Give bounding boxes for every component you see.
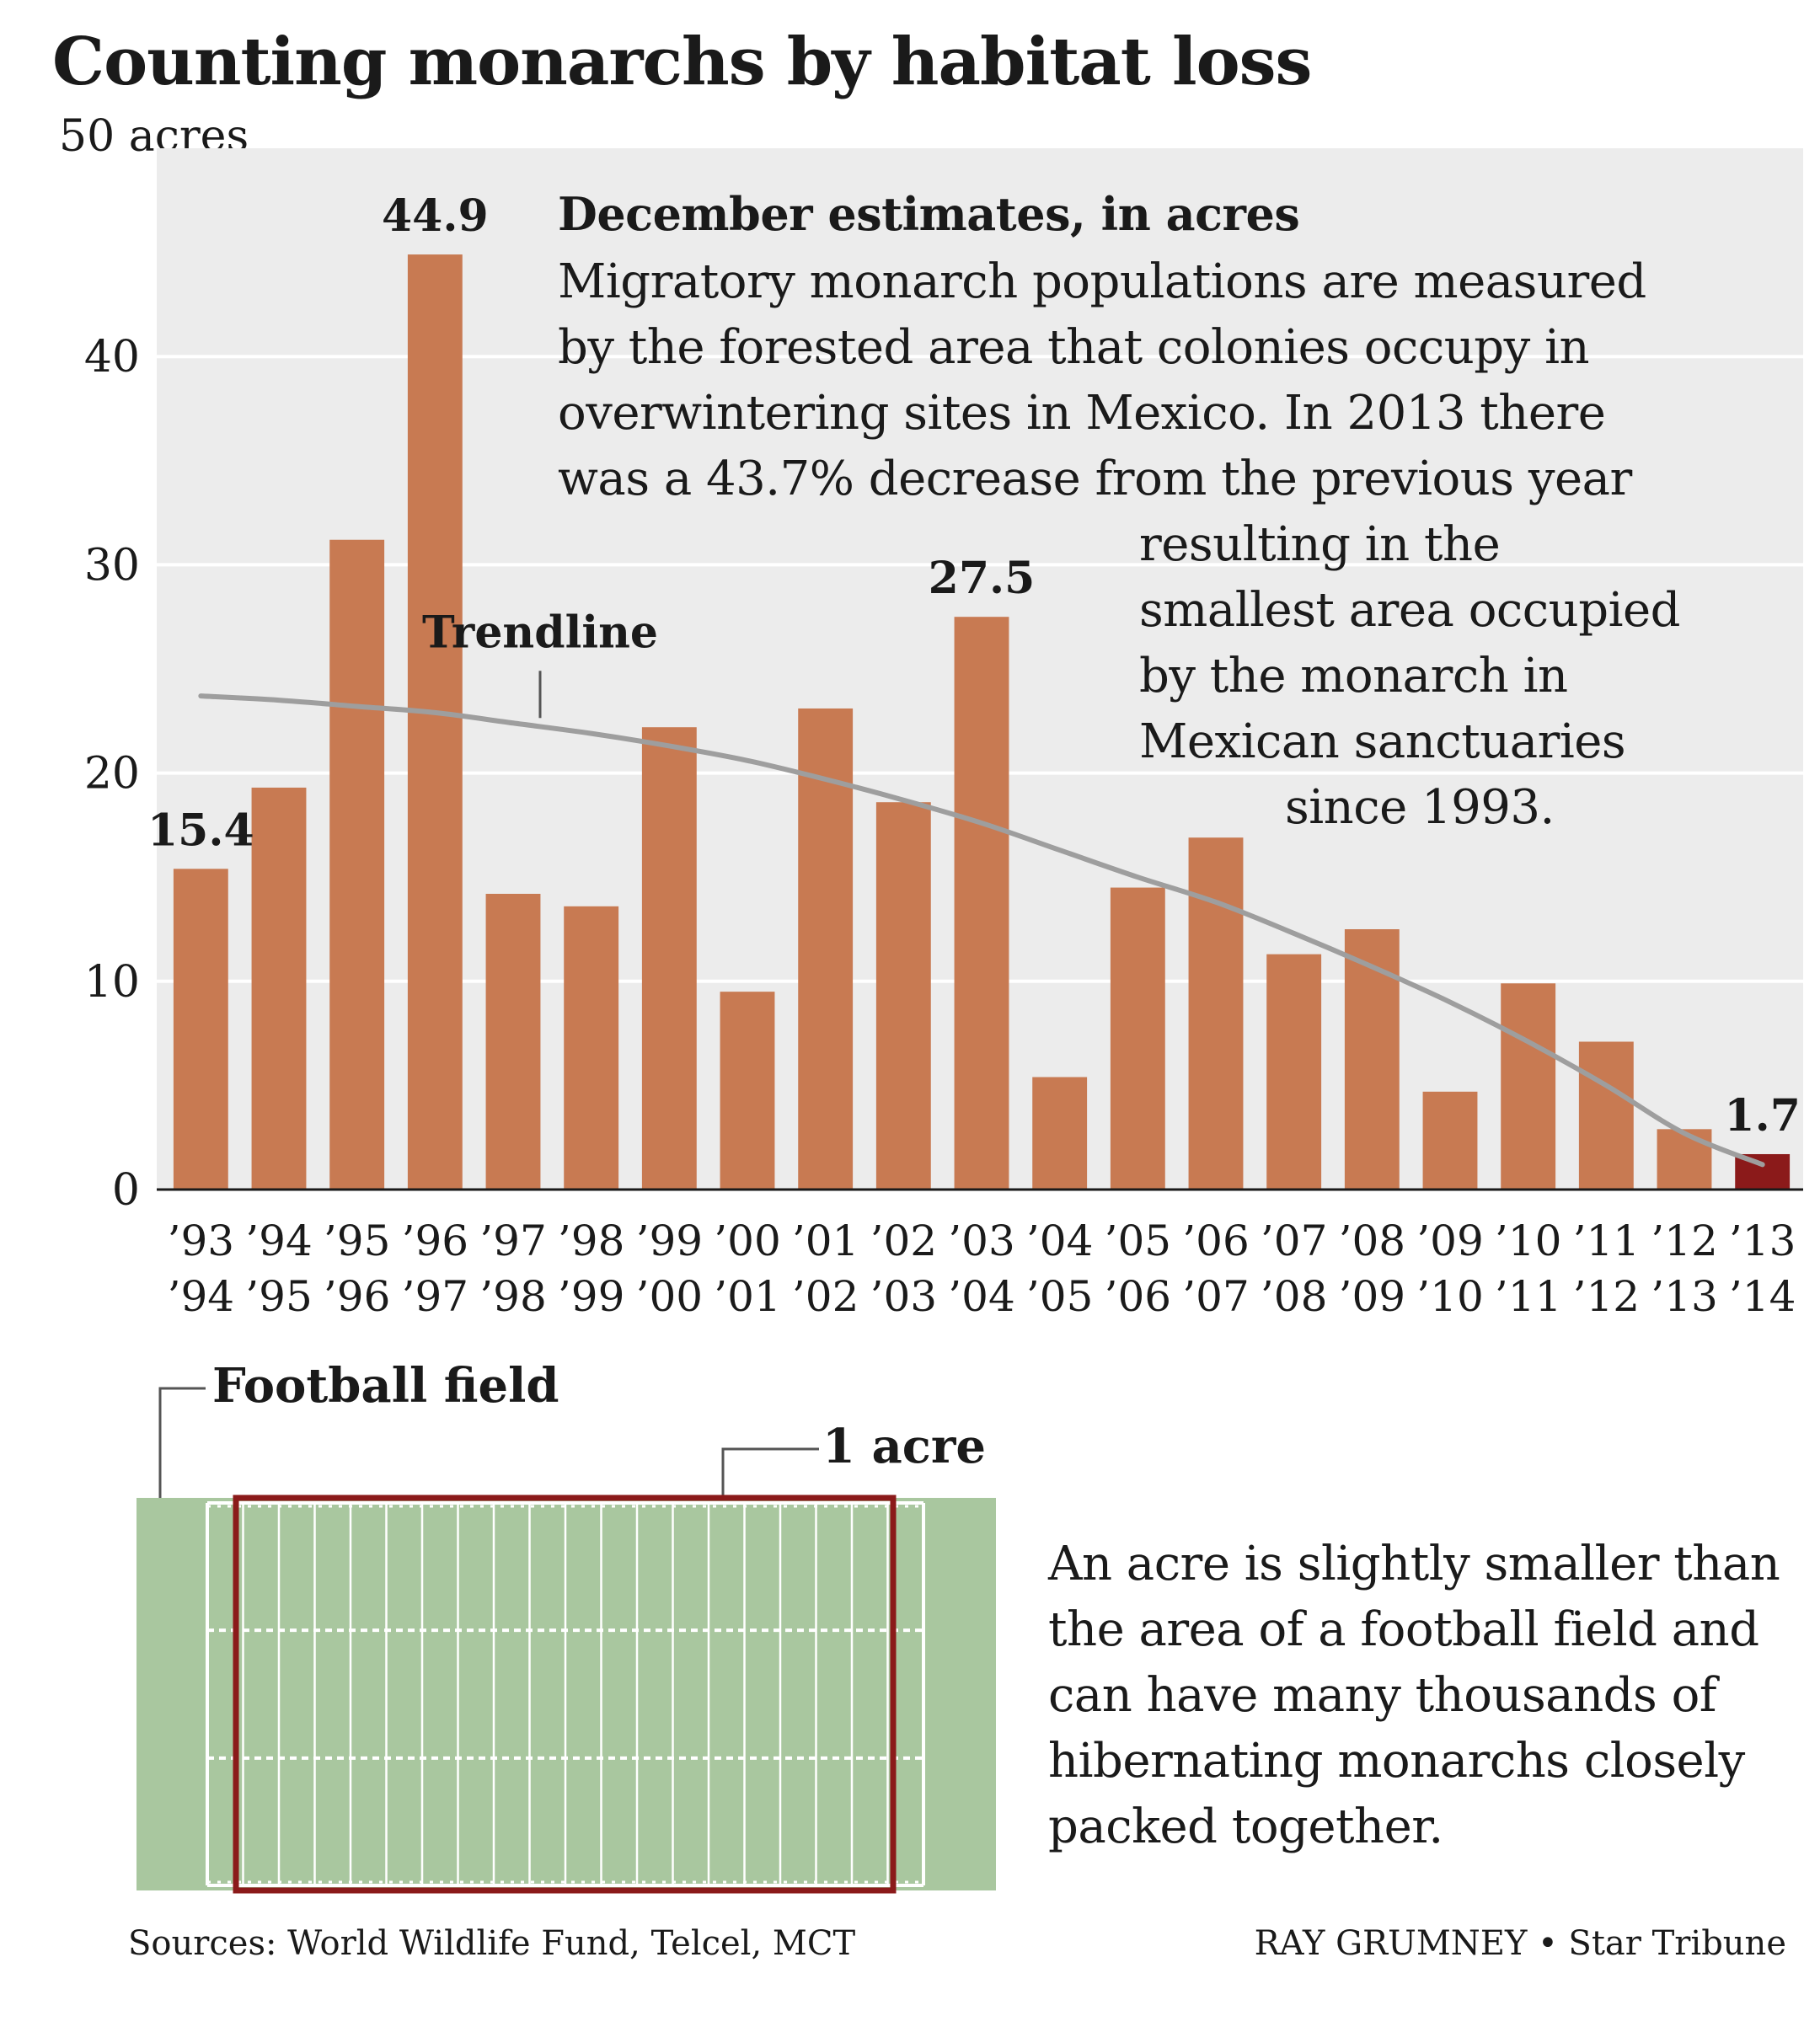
- data-label-0: 15.4: [147, 805, 254, 856]
- x-tick-label-top: ’04: [1026, 1217, 1094, 1265]
- x-tick-label-bottom: ’07: [1182, 1272, 1250, 1321]
- x-tick-label-top: ’07: [1261, 1217, 1328, 1265]
- data-labels: 15.4 44.9 27.5 1.7: [147, 190, 1801, 1142]
- sources-credit: Sources: World Wildlife Fund, Telcel, MC…: [128, 1924, 856, 1963]
- x-tick-label-bottom: ’01: [714, 1272, 781, 1321]
- bar-5: [564, 906, 619, 1190]
- x-tick-label-bottom: ’05: [1026, 1272, 1094, 1321]
- x-tick-label-top: ’93: [168, 1217, 235, 1265]
- trendline-label: Trendline: [422, 607, 658, 658]
- bar-12: [1110, 887, 1165, 1190]
- x-tick-label-bottom: ’08: [1261, 1272, 1328, 1321]
- bar-17: [1501, 983, 1556, 1190]
- x-tick-label-bottom: ’96: [324, 1272, 391, 1321]
- acre-label: 1 acre: [822, 1419, 986, 1474]
- x-axis-ticks: ’93’94’94’95’95’96’96’97’97’98’98’99’99’…: [168, 1217, 1796, 1321]
- x-tick-label-bottom: ’98: [479, 1272, 547, 1321]
- x-tick-label-bottom: ’11: [1495, 1272, 1562, 1321]
- bar-13: [1188, 837, 1244, 1190]
- x-tick-label-bottom: ’03: [870, 1272, 938, 1321]
- y-tick-label: 10: [84, 957, 140, 1008]
- bar-1: [251, 787, 307, 1190]
- bar-9: [875, 802, 931, 1190]
- x-tick-label-top: ’12: [1651, 1217, 1718, 1265]
- x-tick-label-top: ’13: [1729, 1217, 1796, 1265]
- x-tick-label-bottom: ’12: [1573, 1272, 1641, 1321]
- bar-8: [798, 708, 854, 1190]
- author-credit: RAY GRUMNEY • Star Tribune: [1254, 1924, 1786, 1963]
- chart-title: Counting monarchs by habitat loss: [52, 24, 1312, 100]
- bar-4: [485, 893, 541, 1190]
- y-tick-label: 20: [84, 749, 140, 799]
- acre-description: An acre is slightly smaller than the are…: [1048, 1537, 1780, 1854]
- x-tick-label-top: ’05: [1105, 1217, 1172, 1265]
- y-tick-label: 30: [84, 540, 140, 591]
- data-label-3: 44.9: [382, 190, 489, 242]
- x-tick-label-bottom: ’94: [168, 1272, 235, 1321]
- trendline: Trendline: [198, 607, 1765, 1168]
- x-tick-label-bottom: ’06: [1105, 1272, 1172, 1321]
- x-tick-label-top: ’98: [558, 1217, 625, 1265]
- x-tick-label-top: ’09: [1416, 1217, 1484, 1265]
- x-tick-label-top: ’97: [479, 1217, 547, 1265]
- x-tick-label-bottom: ’04: [948, 1272, 1015, 1321]
- bar-19: [1657, 1129, 1712, 1190]
- x-tick-label-top: ’96: [402, 1217, 469, 1265]
- annotation-text-lower: resulting in the smallest area occupied …: [1139, 517, 1680, 835]
- yard-lines: [206, 1501, 925, 1887]
- x-tick-label-bottom: ’14: [1729, 1272, 1796, 1321]
- x-tick-label-bottom: ’00: [636, 1272, 704, 1321]
- x-tick-label-top: ’94: [245, 1217, 313, 1265]
- x-tick-label-top: ’11: [1573, 1217, 1641, 1265]
- x-tick-label-top: ’08: [1339, 1217, 1406, 1265]
- y-axis-ticks: 0 10 20 30 40: [84, 332, 140, 1216]
- acre-outline: [233, 1495, 897, 1894]
- bars: [173, 254, 1791, 1190]
- x-tick-label-top: ’06: [1182, 1217, 1250, 1265]
- annotation-text-upper: Migratory monarch populations are measur…: [558, 254, 1646, 506]
- bar-10: [954, 617, 1009, 1190]
- data-label-20: 1.7: [1724, 1090, 1800, 1142]
- x-tick-label-bottom: ’99: [558, 1272, 625, 1321]
- annotation-title: December estimates, in acres: [558, 187, 1300, 241]
- x-tick-label-top: ’10: [1495, 1217, 1562, 1265]
- acre-callout: [721, 1447, 819, 1496]
- bar-18: [1578, 1041, 1634, 1190]
- football-field-diagram: [136, 1387, 996, 1894]
- y-tick-label: 40: [84, 332, 140, 382]
- bar-14: [1266, 954, 1322, 1190]
- bar-7: [720, 992, 775, 1190]
- football-field-callout: [158, 1387, 206, 1500]
- bar-16: [1422, 1091, 1478, 1190]
- y-tick-label: 0: [112, 1165, 140, 1216]
- x-tick-label-top: ’95: [324, 1217, 391, 1265]
- bar-2: [329, 539, 385, 1190]
- bar-11: [1032, 1077, 1088, 1190]
- x-tick-label-top: ’01: [792, 1217, 859, 1265]
- x-tick-label-bottom: ’13: [1651, 1272, 1718, 1321]
- bar-0: [173, 869, 228, 1190]
- x-tick-label-top: ’00: [714, 1217, 781, 1265]
- x-tick-label-bottom: ’95: [245, 1272, 313, 1321]
- x-tick-label-bottom: ’02: [792, 1272, 859, 1321]
- trendline-curve: [198, 693, 1765, 1168]
- x-tick-label-top: ’99: [636, 1217, 704, 1265]
- football-field-label: Football field: [212, 1358, 559, 1414]
- x-tick-label-top: ’02: [870, 1217, 938, 1265]
- bar-6: [641, 727, 697, 1190]
- data-label-10: 27.5: [929, 553, 1036, 604]
- x-tick-label-bottom: ’97: [402, 1272, 469, 1321]
- x-tick-label-bottom: ’10: [1416, 1272, 1484, 1321]
- x-tick-label-top: ’03: [948, 1217, 1015, 1265]
- x-tick-label-bottom: ’09: [1339, 1272, 1406, 1321]
- bar-3: [407, 254, 463, 1190]
